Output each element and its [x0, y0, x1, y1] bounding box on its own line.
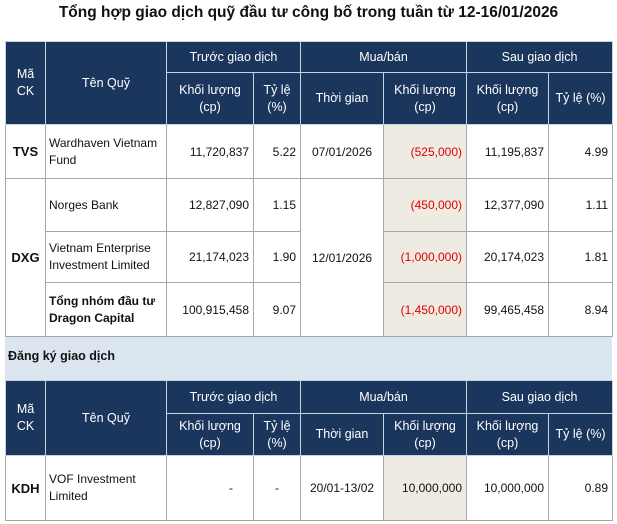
after-ratio: 0.89: [548, 455, 614, 521]
trade-volume: (525,000): [383, 124, 468, 179]
before-ratio: 9.07: [252, 282, 302, 337]
header-before-ratio: Tỷ lệ (%): [252, 72, 302, 125]
section-label: Đăng ký giao dịch: [5, 337, 612, 380]
before-ratio: 1.15: [252, 178, 302, 232]
fund-name: Norges Bank: [45, 178, 167, 232]
after-ratio: 1.11: [548, 178, 614, 232]
header-time: Thời gian: [300, 413, 385, 456]
header-fund: Tên Quỹ: [45, 41, 167, 125]
fund-name: VOF Investment Limited: [45, 455, 167, 521]
registration-table: Mã CK Tên Quỹ Trước giao dịch Mua/bán Sa…: [5, 380, 614, 521]
trade-volume: (1,450,000): [383, 282, 468, 337]
transactions-table: Mã CK Tên Quỹ Trước giao dịch Mua/bán Sa…: [5, 41, 614, 337]
before-volume: 12,827,090: [166, 178, 254, 232]
after-volume: 10,000,000: [466, 455, 550, 521]
header-before-ratio: Tỷ lệ (%): [252, 413, 302, 456]
table-row: KDH VOF Investment Limited - - 20/01-13/…: [5, 455, 614, 521]
table-row-total: Tổng nhóm đầu tư Dragon Capital 100,915,…: [6, 282, 614, 337]
stock-code: KDH: [5, 455, 46, 521]
header-code: Mã CK: [5, 380, 46, 456]
stock-code: DXG: [5, 178, 46, 337]
fund-name: Wardhaven Vietnam Fund: [45, 124, 167, 179]
before-volume: 21,174,023: [166, 231, 254, 283]
after-ratio: 1.81: [548, 231, 614, 283]
header-before: Trước giao dịch: [165, 41, 302, 73]
table-row: DXG Norges Bank 12,827,090 1.15 12/01/20…: [5, 178, 614, 337]
header-fund: Tên Quỹ: [45, 380, 167, 456]
before-volume: 100,915,458: [166, 282, 254, 337]
header-before: Trước giao dịch: [165, 380, 302, 414]
trade-time: 12/01/2026: [300, 178, 385, 337]
before-ratio: -: [252, 455, 302, 521]
after-volume: 11,195,837: [466, 124, 550, 179]
header-trade: Mua/bán: [300, 41, 468, 73]
before-ratio: 1.90: [252, 231, 302, 283]
trade-time: 07/01/2026: [300, 124, 385, 179]
fund-name: Tổng nhóm đầu tư Dragon Capital: [45, 282, 167, 337]
page-title: Tổng hợp giao dịch quỹ đầu tư công bố tr…: [58, 4, 559, 21]
trade-volume: 10,000,000: [383, 455, 468, 521]
header-time: Thời gian: [300, 72, 385, 125]
table-row: TVS Wardhaven Vietnam Fund 11,720,837 5.…: [5, 124, 614, 179]
header-trade-volume: Khối lượng (cp): [383, 72, 468, 125]
fund-name: Vietnam Enterprise Investment Limited: [45, 231, 167, 283]
before-volume: -: [166, 455, 254, 521]
after-ratio: 8.94: [548, 282, 614, 337]
header-code: Mã CK: [5, 41, 46, 125]
before-volume: 11,720,837: [166, 124, 254, 179]
before-ratio: 5.22: [252, 124, 302, 179]
trade-volume: (1,000,000): [383, 231, 468, 283]
header-trade: Mua/bán: [300, 380, 468, 414]
header-after: Sau giao dịch: [466, 380, 614, 414]
after-volume: 20,174,023: [466, 231, 550, 283]
header-trade-volume: Khối lượng (cp): [383, 413, 468, 456]
header-after-volume: Khối lượng (cp): [466, 72, 550, 125]
trade-volume: (450,000): [383, 178, 468, 232]
after-volume: 99,465,458: [466, 282, 550, 337]
header-after-ratio: Tỷ lệ (%): [548, 72, 614, 125]
header-after-volume: Khối lượng (cp): [466, 413, 550, 456]
trade-time: 20/01-13/02: [300, 455, 385, 521]
after-ratio: 4.99: [548, 124, 614, 179]
header-after-ratio: Tỷ lệ (%): [548, 413, 614, 456]
header-before-volume: Khối lượng (cp): [166, 413, 254, 456]
header-before-volume: Khối lượng (cp): [166, 72, 254, 125]
after-volume: 12,377,090: [466, 178, 550, 232]
stock-code: TVS: [5, 124, 46, 179]
table-row: Vietnam Enterprise Investment Limited 21…: [6, 231, 614, 283]
header-after: Sau giao dịch: [466, 41, 614, 73]
